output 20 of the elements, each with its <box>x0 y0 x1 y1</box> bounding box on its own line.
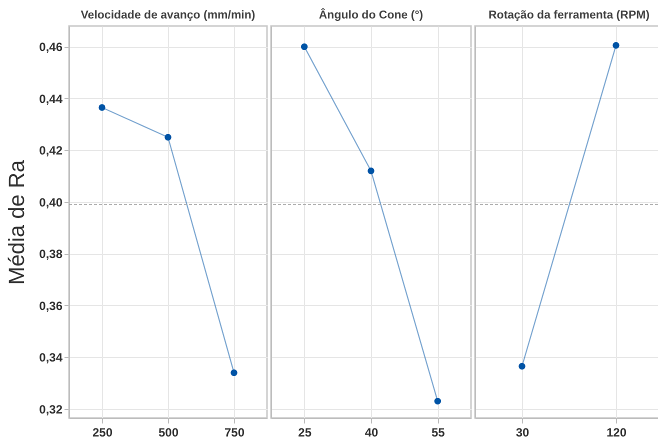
x-tick-label: 250 <box>92 426 113 440</box>
x-tick-label: 25 <box>298 426 312 440</box>
y-tick-label: 0,40 <box>39 195 63 210</box>
x-tick-label: 40 <box>364 426 378 440</box>
x-tick-label: 750 <box>224 426 245 440</box>
x-tick-label: 55 <box>431 426 446 440</box>
y-tick-label: 0,44 <box>39 92 63 106</box>
y-tick-label: 0,38 <box>39 247 63 262</box>
y-tick-label: 0,46 <box>39 40 63 54</box>
y-tick-label: 0,36 <box>39 298 63 313</box>
y-axis-title: Média de Ra <box>4 159 30 285</box>
y-tick-label: 0,42 <box>39 144 63 158</box>
y-tick-label: 0,34 <box>39 350 63 365</box>
x-tick-label: 120 <box>606 426 627 440</box>
x-tick-label: 30 <box>516 426 530 440</box>
chart-title: Velocidade de avanço (mm/min) <box>80 10 256 22</box>
chart-title: Ângulo do Cone (°) <box>318 8 424 22</box>
x-tick-label: 500 <box>158 426 179 440</box>
y-tick-label: 0,32 <box>39 402 63 416</box>
chart-title: Rotação da ferramenta (RPM) <box>488 10 650 22</box>
